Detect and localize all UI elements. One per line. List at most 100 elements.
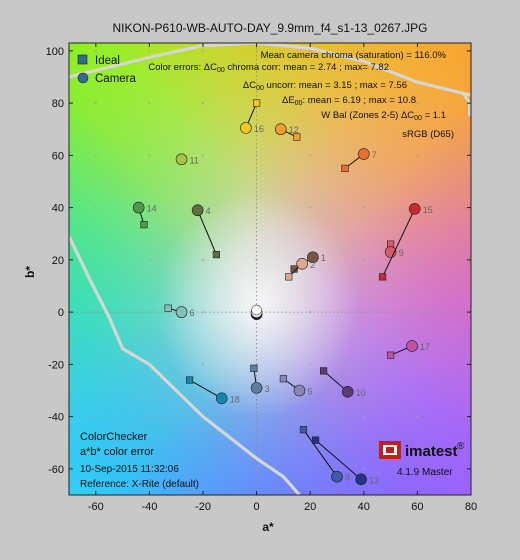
patch-label: 7 — [372, 150, 377, 160]
grid-dot — [201, 49, 205, 52]
patch-10: 10 — [319, 367, 366, 398]
x-tick-label: 20 — [304, 501, 316, 513]
x-tick-label: 40 — [358, 501, 370, 513]
patch-label: 12 — [289, 125, 299, 135]
patch-17: 17 — [386, 340, 430, 359]
grid-dot — [94, 467, 97, 470]
patch-5: 5 — [279, 375, 312, 397]
patch-label: 2 — [310, 260, 315, 270]
ideal-marker — [140, 220, 148, 229]
ideal-marker — [250, 364, 258, 372]
x-tick-label: 60 — [411, 501, 423, 513]
patch-label: 11 — [190, 155, 199, 165]
camera-marker — [240, 122, 252, 134]
error-annotations: Mean camera chroma (saturation) = 116.0%… — [148, 50, 454, 140]
camera-marker — [293, 384, 306, 397]
grid-dot — [416, 49, 419, 52]
x-tick-label: -20 — [195, 501, 211, 513]
grid-dot — [148, 49, 151, 52]
ideal-marker — [285, 273, 293, 281]
plot-frame — [68, 42, 472, 496]
patch-18: 18 — [186, 376, 240, 405]
x-tick-label: 80 — [465, 501, 477, 513]
patch-label: 8 — [345, 473, 350, 483]
grid-dot — [309, 154, 312, 157]
x-tick-label: 0 — [254, 501, 260, 513]
grid-dot — [362, 49, 365, 52]
camera-marker — [250, 382, 263, 394]
info-reference: Reference: X-Rite (default) — [80, 479, 199, 490]
grid-dot — [94, 154, 97, 157]
camera-marker — [191, 204, 204, 217]
ideal-marker — [319, 367, 328, 375]
imatest-version: 4.1.9 Master — [397, 467, 453, 478]
grid-dot — [148, 206, 151, 209]
error-line — [315, 439, 362, 480]
legend-ideal-label: Ideal — [95, 55, 120, 67]
grid-dot — [416, 415, 419, 418]
grid-dot — [255, 467, 258, 470]
patch-label: 16 — [254, 124, 264, 134]
grid-dot — [94, 101, 97, 105]
grid-dot — [309, 206, 312, 209]
patch-11: 11 — [175, 153, 199, 166]
chart-info: ColorChecker a*b* color error 10-Sep-201… — [80, 431, 199, 490]
camera-marker — [357, 148, 370, 160]
camera-marker — [406, 340, 418, 352]
grid-dot — [201, 258, 205, 261]
neutral-white-marker — [251, 304, 262, 316]
ideal-marker — [341, 164, 349, 173]
gamut-boundary-lower — [69, 235, 301, 495]
annotation-dc-uncorr: ΔC00 uncorr: mean = 3.15 ; max = 7.56 — [243, 80, 407, 92]
y-tick-label: 60 — [52, 150, 64, 162]
grid-dot — [148, 258, 151, 261]
grid-dot — [309, 363, 312, 366]
patch-label: 15 — [423, 205, 433, 215]
ideal-marker — [311, 436, 320, 444]
ideal-marker — [186, 376, 194, 384]
imatest-logo-text: imatest — [405, 443, 458, 460]
grid-dot — [201, 467, 205, 470]
camera-marker — [175, 153, 188, 166]
camera-marker — [215, 392, 228, 405]
annotation-wbal: W Bal (Zones 2-5) ΔC00 = 1.1 — [321, 110, 446, 122]
patch-2: 2 — [285, 257, 315, 281]
ideal-marker — [164, 304, 172, 312]
imatest-logo: imatest ® 4.1.9 Master — [379, 441, 465, 478]
grid-dot — [309, 415, 312, 418]
patch-label: 5 — [307, 386, 312, 396]
grid-dot — [309, 311, 312, 314]
camera-marker — [175, 306, 188, 318]
grid-dot — [309, 49, 312, 52]
grid-dot — [362, 101, 365, 105]
neutral-patches — [250, 304, 263, 320]
x-tick-label: -40 — [141, 501, 157, 513]
info-subtitle: a*b* color error — [80, 446, 154, 458]
ideal-marker — [293, 133, 301, 141]
patch-label: 3 — [265, 384, 270, 394]
annotation-dc-corr: Color errors: ΔC00 chroma corr: mean = 2… — [148, 62, 389, 74]
y-tick-label: -20 — [48, 359, 64, 371]
camera-marker — [355, 473, 367, 486]
patch-label: 1 — [321, 253, 326, 263]
ideal-marker — [386, 351, 395, 359]
patch-12: 12 — [274, 123, 301, 141]
info-chart-name: ColorChecker — [80, 431, 148, 443]
error-line — [189, 379, 223, 399]
patch-label: 18 — [230, 394, 240, 404]
patch-13: 13 — [311, 436, 379, 486]
grid-dot — [94, 415, 97, 418]
legend-camera-label: Camera — [95, 73, 137, 85]
patch-label: 4 — [206, 206, 211, 216]
grid-dot — [94, 258, 97, 261]
grid-dot — [309, 101, 312, 105]
chart-title: NIKON-P610-WB-AUTO-DAY_9.9mm_f4_s1-13_02… — [112, 21, 427, 35]
grid-dot — [201, 154, 205, 157]
patch-4: 4 — [191, 204, 221, 259]
error-line — [303, 429, 338, 478]
patch-15: 15 — [378, 203, 433, 281]
patch-label: 14 — [147, 204, 157, 214]
y-tick-label: -40 — [48, 412, 64, 424]
patch-14: 14 — [132, 201, 157, 229]
